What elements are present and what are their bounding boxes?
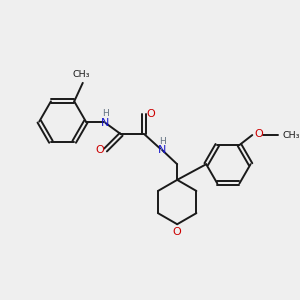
Text: H: H	[159, 137, 166, 146]
Text: N: N	[158, 145, 166, 155]
Text: CH₃: CH₃	[283, 130, 300, 140]
Text: H: H	[102, 109, 109, 118]
Text: O: O	[254, 129, 263, 139]
Text: O: O	[173, 227, 182, 237]
Text: O: O	[146, 109, 155, 119]
Text: O: O	[95, 145, 103, 155]
Text: N: N	[101, 118, 110, 128]
Text: CH₃: CH₃	[73, 70, 90, 80]
